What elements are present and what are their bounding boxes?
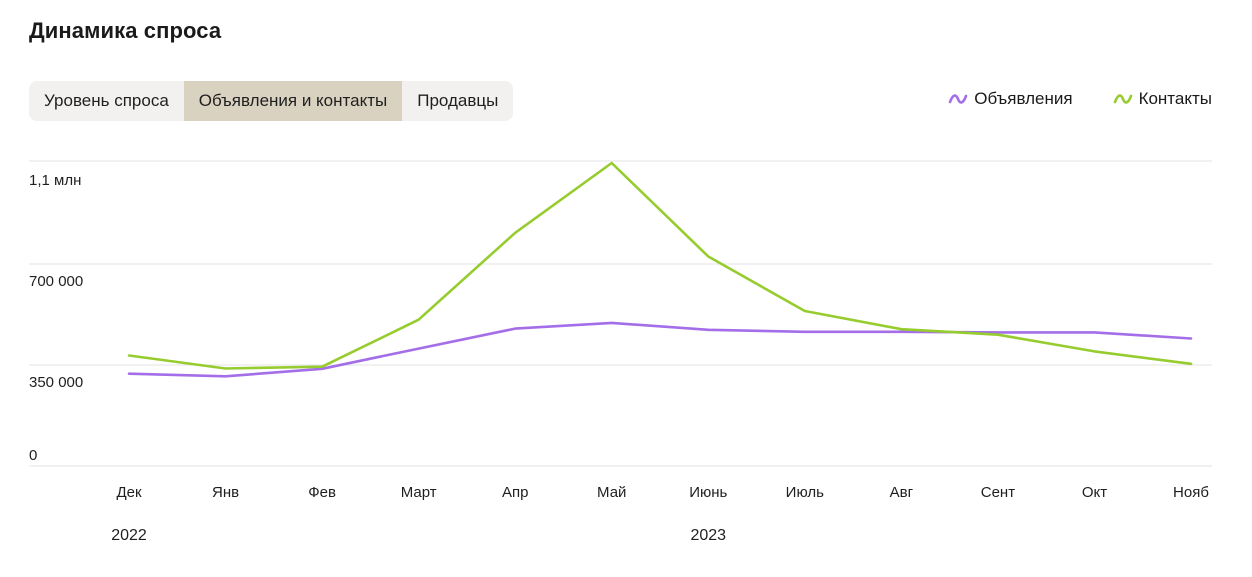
x-tick-label: Нояб — [1173, 484, 1209, 501]
x-tick-label: Март — [401, 484, 437, 501]
y-tick-label: 1,1 млн — [29, 172, 81, 189]
x-tick-label: Май — [597, 484, 626, 501]
y-tick-label: 700 000 — [29, 273, 83, 290]
x-tick-label: Фев — [308, 484, 336, 501]
series-line-contacts — [127, 161, 1193, 370]
tab-ads-and-contacts[interactable]: Объявления и контакты — [183, 81, 403, 121]
tab-bar: Уровень спроса Объявления и контакты Про… — [29, 81, 514, 121]
legend-item-contacts[interactable]: Контакты — [1113, 89, 1212, 109]
x-tick-label: Янв — [212, 484, 239, 501]
x-tick-label: Сент — [981, 484, 1015, 501]
series-line-ads — [127, 321, 1193, 378]
page-title: Динамика спроса — [29, 18, 222, 43]
tab-demand-level[interactable]: Уровень спроса — [44, 91, 169, 110]
year-label: 2022 — [111, 527, 147, 544]
wave-icon — [1113, 94, 1132, 104]
legend-label-contacts: Контакты — [1138, 89, 1212, 108]
x-tick-label: Авг — [890, 484, 914, 501]
legend-item-ads[interactable]: Объявления — [948, 89, 1073, 109]
x-tick-label: Апр — [502, 484, 528, 501]
legend-label-ads: Объявления — [974, 89, 1073, 108]
x-tick-label: Июль — [786, 484, 824, 501]
x-tick-label: Окт — [1082, 484, 1107, 501]
wave-icon — [948, 94, 968, 104]
x-tick-label: Июнь — [689, 484, 727, 501]
x-tick-label: Дек — [116, 484, 142, 501]
y-tick-label: 0 — [29, 447, 37, 464]
year-label: 2023 — [690, 527, 726, 544]
tab-sellers[interactable]: Продавцы — [417, 91, 499, 110]
chart-legend: Объявления Контакты — [948, 89, 1212, 109]
y-tick-label: 350 000 — [29, 374, 83, 391]
